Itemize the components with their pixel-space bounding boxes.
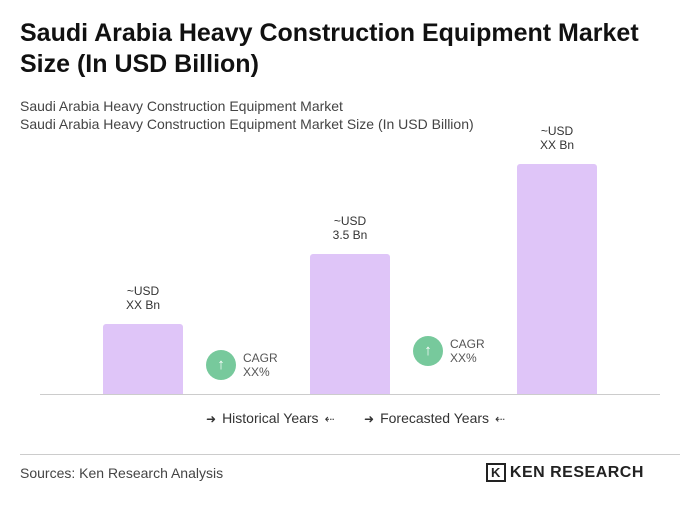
legend-item: ➜ Forecasted Years ⇠ <box>364 410 506 426</box>
value-label: ~USD 3.5 Bn <box>332 214 368 242</box>
legend-label: Historical Years <box>222 410 319 426</box>
value-label: ~USD XX Bn <box>539 124 575 152</box>
source: Sources: Ken Research Analysis <box>20 465 224 481</box>
logo: K KEN RESEARCH <box>486 463 644 482</box>
divider <box>20 454 680 455</box>
bar <box>103 324 183 394</box>
logo-icon: K <box>486 463 506 482</box>
legend-item: ➜ Historical Years ⇠ <box>206 410 335 426</box>
logo-text: KEN RESEARCH <box>509 464 644 481</box>
subtitle: Saudi Arabia Heavy Construction Equipmen… <box>20 116 474 132</box>
value-label: ~USD XX Bn <box>125 284 161 312</box>
bar <box>517 164 597 394</box>
baseline <box>40 394 660 395</box>
bar <box>310 254 390 394</box>
annotation: CAGR XX% <box>450 337 485 365</box>
cagr-icon: ↑ <box>206 350 236 380</box>
legend-label: Forecasted Years <box>380 410 490 426</box>
cagr-icon: ↑ <box>413 336 443 366</box>
subtitle: Saudi Arabia Heavy Construction Equipmen… <box>20 98 343 114</box>
chart-title: Saudi Arabia Heavy Construction Equipmen… <box>20 19 639 78</box>
annotation: CAGR XX% <box>243 351 278 379</box>
